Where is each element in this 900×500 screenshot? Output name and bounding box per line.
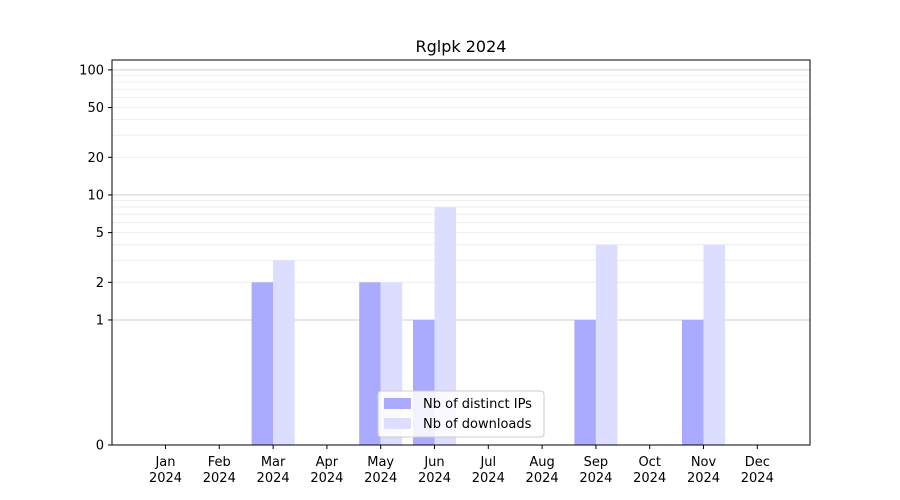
legend-label: Nb of distinct IPs [423,397,532,412]
bar-distinct-ips [251,282,274,445]
x-tick-label: Jul 2024 [472,455,505,486]
bar-distinct-ips [359,282,381,445]
chart-title: Rglpk 2024 [416,37,507,56]
y-tick-label: 100 [79,63,104,78]
x-tick-label: Sep 2024 [579,455,612,486]
x-axis: Jan 2024 Feb 2024 Mar 2024 Apr 2024 May 2024 Jun 20… [149,445,774,486]
legend-box [377,390,545,438]
y-tick-label: 0 [96,439,104,454]
y-tick-label: 1 [96,313,104,328]
x-tick-label: May 2024 [364,455,397,486]
x-tick-label: Nov 2024 [687,455,720,486]
bar-downloads [434,207,456,445]
legend-swatch [384,398,411,409]
legend-swatch [384,418,411,429]
bar-downloads [595,244,618,445]
legend: Nb of distinct IPs Nb of downloads [377,390,545,438]
x-tick-label: Aug 2024 [526,455,559,486]
plot-frame [111,59,811,446]
x-tick-label: Jan 2024 [149,455,182,486]
y-tick-label: 5 [96,226,104,241]
y-tick-label: 50 [87,101,104,116]
legend-label: Nb of downloads [423,417,532,432]
y-tick-label: 10 [87,188,104,203]
bar-distinct-ips [574,319,596,445]
x-tick-label: Apr 2024 [310,455,343,486]
bar-distinct-ips [682,319,704,445]
x-tick-label: Dec 2024 [741,455,774,486]
x-tick-label: Mar 2024 [257,455,290,486]
bars-layer [251,207,725,445]
y-tick-label: 2 [96,276,104,291]
bar-downloads [273,260,295,445]
x-tick-label: Feb 2024 [203,455,236,486]
y-axis: 0 1 2 5 10 20 50 100 [79,63,112,454]
bar-downloads [703,244,725,445]
x-tick-label: Oct 2024 [633,455,666,486]
x-tick-label: Jun 2024 [418,455,451,486]
y-tick-label: 20 [87,151,104,166]
